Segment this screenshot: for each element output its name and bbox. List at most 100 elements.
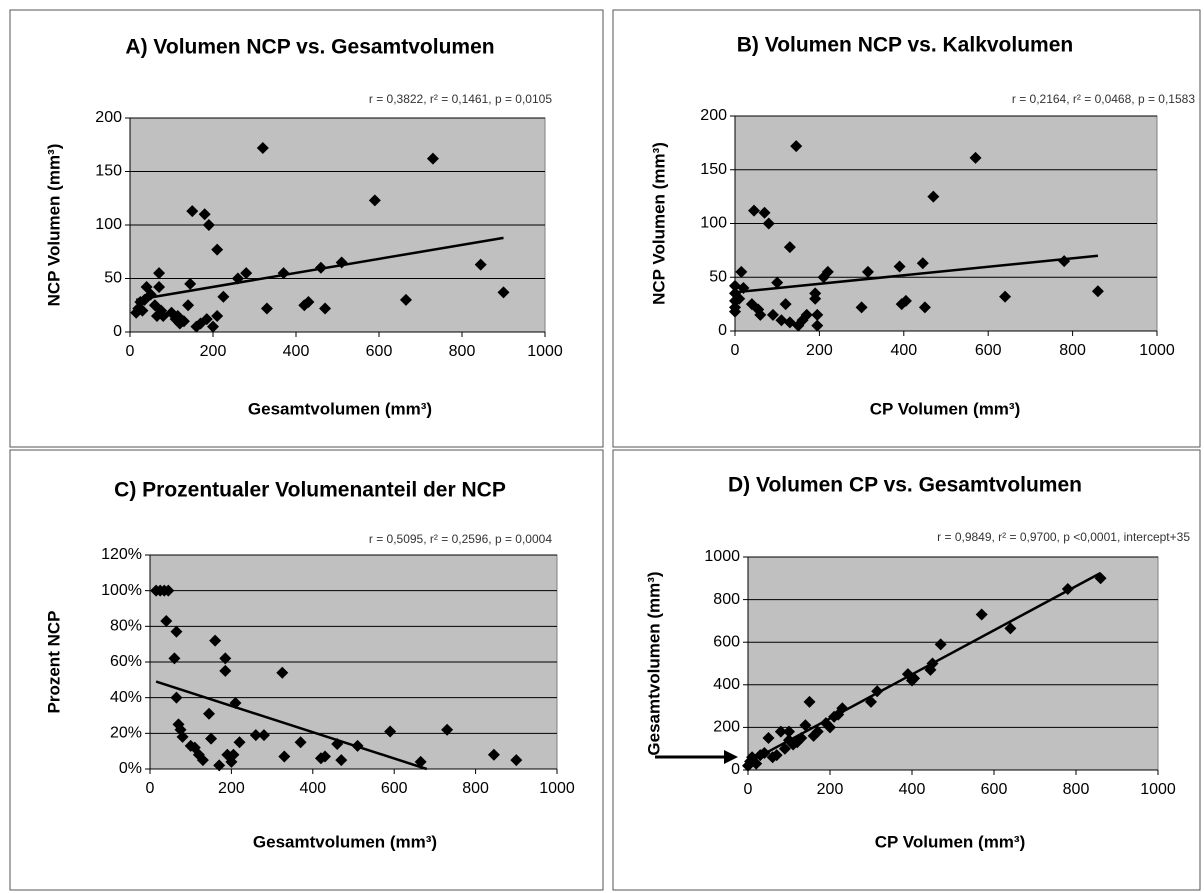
x-tick-label: 400 bbox=[899, 781, 926, 798]
chart-title: B) Volumen NCP vs. Kalkvolumen bbox=[737, 34, 1073, 57]
data-point bbox=[758, 206, 771, 219]
trend-line bbox=[136, 236, 504, 302]
data-point bbox=[219, 652, 232, 665]
y-tick-label: 60% bbox=[110, 653, 142, 670]
y-axis-title: NCP Volumen (mm³) bbox=[44, 144, 63, 307]
y-tick-label: 1000 bbox=[704, 548, 740, 565]
x-tick-label: 400 bbox=[890, 342, 917, 359]
data-point bbox=[771, 276, 784, 289]
x-tick-label: 400 bbox=[283, 343, 310, 360]
y-tick-label: 40% bbox=[110, 689, 142, 706]
data-point bbox=[200, 313, 213, 326]
y-tick-label: 120% bbox=[101, 546, 142, 563]
data-point bbox=[770, 749, 783, 762]
data-point bbox=[256, 141, 269, 154]
y-tick-label: 50 bbox=[709, 268, 727, 285]
annotation: r = 0,9849, r² = 0,9700, p <0,0001, inte… bbox=[937, 530, 1190, 544]
x-tick-label: 1000 bbox=[527, 343, 563, 360]
y-tick-label: 200 bbox=[95, 109, 122, 126]
data-point bbox=[893, 260, 906, 273]
data-point bbox=[153, 281, 166, 294]
y-tick-label: 100 bbox=[700, 215, 727, 232]
data-point bbox=[162, 584, 175, 597]
data-point bbox=[824, 721, 836, 734]
data-point bbox=[170, 625, 183, 638]
data-point bbox=[384, 725, 397, 738]
x-tick-label: 1000 bbox=[539, 780, 575, 797]
x-tick-label: 200 bbox=[806, 342, 833, 359]
x-tick-label: 0 bbox=[146, 780, 155, 797]
y-tick-label: 150 bbox=[700, 161, 727, 178]
y-tick-label: 100% bbox=[101, 582, 142, 599]
data-point bbox=[319, 750, 332, 763]
annotation: r = 0,3822, r² = 0,1461, p = 0,0105 bbox=[369, 92, 552, 106]
x-tick-label: 800 bbox=[1059, 342, 1086, 359]
plot-area bbox=[747, 556, 1159, 771]
y-tick-label: 200 bbox=[713, 719, 740, 736]
x-tick-label: 600 bbox=[975, 342, 1002, 359]
data-point bbox=[762, 217, 775, 230]
data-point bbox=[916, 257, 929, 270]
data-point bbox=[399, 293, 412, 306]
annotation: r = 0,2164, r² = 0,0468, p = 0,1583 bbox=[1012, 92, 1195, 106]
data-point bbox=[186, 205, 199, 218]
trend-line bbox=[155, 680, 428, 771]
data-point bbox=[182, 299, 195, 312]
data-point bbox=[368, 194, 381, 207]
data-point bbox=[899, 294, 912, 307]
data-point bbox=[747, 204, 760, 217]
x-axis-title: Gesamtvolumen (mm³) bbox=[248, 399, 432, 418]
data-point bbox=[1091, 285, 1104, 298]
x-tick-label: 1000 bbox=[1139, 342, 1175, 359]
data-point bbox=[779, 298, 792, 311]
data-point bbox=[783, 725, 795, 738]
x-tick-label: 800 bbox=[449, 343, 476, 360]
x-tick-label: 200 bbox=[817, 781, 844, 798]
data-point bbox=[918, 301, 931, 314]
y-tick-label: 800 bbox=[713, 591, 740, 608]
data-point bbox=[975, 608, 988, 621]
data-point bbox=[211, 243, 224, 256]
data-point bbox=[729, 279, 741, 292]
data-point bbox=[213, 759, 226, 772]
data-point bbox=[260, 302, 273, 315]
data-point bbox=[474, 258, 487, 271]
data-point bbox=[278, 750, 291, 763]
x-tick-label: 200 bbox=[218, 780, 245, 797]
y-tick-label: 20% bbox=[110, 725, 142, 742]
x-tick-label: 600 bbox=[366, 343, 393, 360]
data-point bbox=[153, 267, 166, 280]
x-axis-title: Gesamtvolumen (mm³) bbox=[253, 832, 437, 851]
data-point bbox=[205, 732, 218, 745]
data-point bbox=[198, 208, 211, 221]
x-tick-label: 800 bbox=[1063, 781, 1090, 798]
data-point bbox=[209, 634, 222, 647]
data-point bbox=[177, 315, 190, 328]
y-tick-label: 50 bbox=[104, 270, 122, 287]
intercept-arrow bbox=[655, 750, 738, 764]
trend-line bbox=[734, 254, 1099, 294]
x-tick-label: 200 bbox=[200, 343, 227, 360]
data-point bbox=[319, 302, 332, 315]
data-point bbox=[783, 241, 796, 254]
y-tick-label: 0 bbox=[718, 322, 727, 339]
data-point bbox=[735, 265, 748, 278]
y-tick-label: 0 bbox=[113, 323, 122, 340]
data-point bbox=[803, 695, 816, 708]
data-point bbox=[762, 732, 775, 745]
x-tick-label: 1000 bbox=[1140, 781, 1176, 798]
data-point bbox=[774, 725, 787, 738]
data-point bbox=[811, 308, 824, 321]
data-point bbox=[196, 754, 209, 767]
data-point bbox=[168, 652, 181, 665]
x-tick-label: 600 bbox=[981, 781, 1008, 798]
data-point bbox=[211, 309, 224, 322]
data-point bbox=[302, 296, 315, 309]
chart-title: C) Prozentualer Volumenanteil der NCP bbox=[114, 479, 506, 502]
data-point bbox=[811, 725, 824, 738]
data-point bbox=[240, 267, 253, 280]
annotation: r = 0,5095, r² = 0,2596, p = 0,0004 bbox=[369, 532, 552, 546]
y-tick-label: 0 bbox=[731, 761, 740, 778]
data-point bbox=[335, 754, 348, 767]
